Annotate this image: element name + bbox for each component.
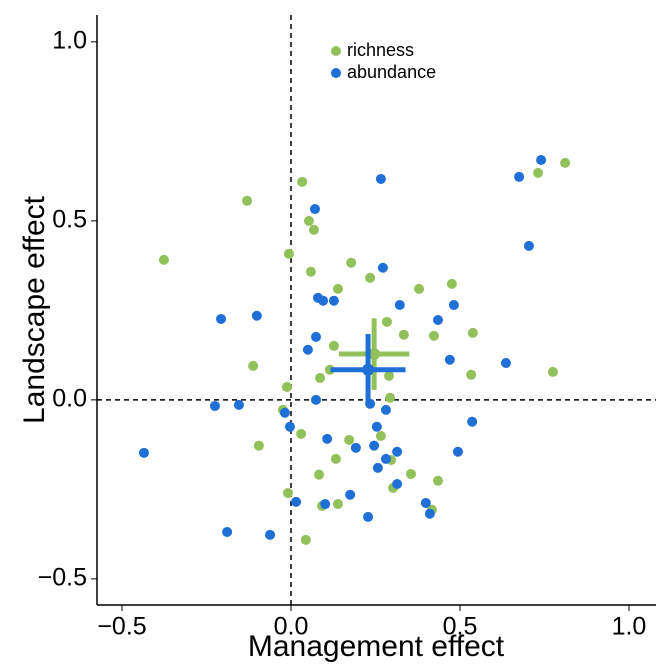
point xyxy=(332,499,343,510)
x-tick-label: 0.5 xyxy=(443,613,478,641)
point xyxy=(405,468,416,479)
point xyxy=(350,442,361,453)
x-tick-label: 0.0 xyxy=(274,613,309,641)
point xyxy=(330,453,341,464)
point xyxy=(328,295,339,306)
point xyxy=(297,176,308,187)
point xyxy=(253,440,264,451)
point xyxy=(500,357,511,368)
point xyxy=(305,266,316,277)
point xyxy=(363,511,374,522)
point xyxy=(158,254,169,265)
point xyxy=(467,327,478,338)
point xyxy=(398,329,409,340)
point xyxy=(344,434,355,445)
point xyxy=(433,315,444,326)
y-tick-label: −0.5 xyxy=(38,563,87,591)
point xyxy=(265,529,276,540)
point xyxy=(385,392,396,403)
point xyxy=(300,534,311,545)
legend-marker xyxy=(331,46,341,56)
y-axis-label: Landscape effect xyxy=(18,195,51,424)
point xyxy=(233,399,244,410)
point xyxy=(523,240,534,251)
point xyxy=(392,478,403,489)
point xyxy=(420,497,431,508)
y-tick-label: 0.5 xyxy=(52,205,87,233)
point xyxy=(315,373,326,384)
y-tick-label: 1.0 xyxy=(52,26,87,54)
point xyxy=(384,370,395,381)
x-tick-label: −0.5 xyxy=(97,613,146,641)
point xyxy=(248,360,259,371)
point xyxy=(308,224,319,235)
point xyxy=(380,453,391,464)
point xyxy=(424,508,435,519)
point xyxy=(209,400,220,411)
point xyxy=(302,344,313,355)
point xyxy=(446,278,457,289)
point xyxy=(332,283,343,294)
point xyxy=(375,173,386,184)
point xyxy=(281,381,292,392)
point xyxy=(365,272,376,283)
point xyxy=(251,310,262,321)
point xyxy=(377,262,388,273)
point xyxy=(547,366,558,377)
point xyxy=(560,157,571,168)
point xyxy=(138,447,149,458)
point xyxy=(311,394,322,405)
x-tick-label: 1.0 xyxy=(612,613,647,641)
point xyxy=(328,340,339,351)
point xyxy=(392,446,403,457)
point xyxy=(380,404,391,415)
point xyxy=(371,421,382,432)
point xyxy=(222,526,233,537)
legend-label: abundance xyxy=(347,62,436,82)
point xyxy=(216,313,227,324)
point xyxy=(414,283,425,294)
point xyxy=(346,257,357,268)
point xyxy=(533,167,544,178)
point xyxy=(394,299,405,310)
point xyxy=(369,440,380,451)
legend-label: richness xyxy=(347,40,414,60)
point xyxy=(514,171,525,182)
legend-marker xyxy=(331,68,341,78)
mean-point xyxy=(362,363,375,376)
point xyxy=(314,469,325,480)
point xyxy=(320,499,331,510)
point xyxy=(283,248,294,259)
point xyxy=(282,487,293,498)
point xyxy=(444,354,455,365)
x-axis-label: Management effect xyxy=(248,630,505,663)
point xyxy=(345,489,356,500)
y-tick-label: 0.0 xyxy=(52,384,87,412)
point xyxy=(375,431,386,442)
point xyxy=(296,428,307,439)
point xyxy=(433,475,444,486)
point xyxy=(466,369,477,380)
point xyxy=(536,154,547,165)
point xyxy=(291,496,302,507)
point xyxy=(311,331,322,342)
point xyxy=(303,215,314,226)
point xyxy=(284,421,295,432)
point xyxy=(242,195,253,206)
point xyxy=(381,316,392,327)
point xyxy=(322,433,333,444)
point xyxy=(279,407,290,418)
point xyxy=(452,446,463,457)
point xyxy=(448,299,459,310)
point xyxy=(309,204,320,215)
mean-point xyxy=(368,348,381,361)
point xyxy=(467,416,478,427)
point xyxy=(428,330,439,341)
point xyxy=(318,295,329,306)
point xyxy=(372,462,383,473)
